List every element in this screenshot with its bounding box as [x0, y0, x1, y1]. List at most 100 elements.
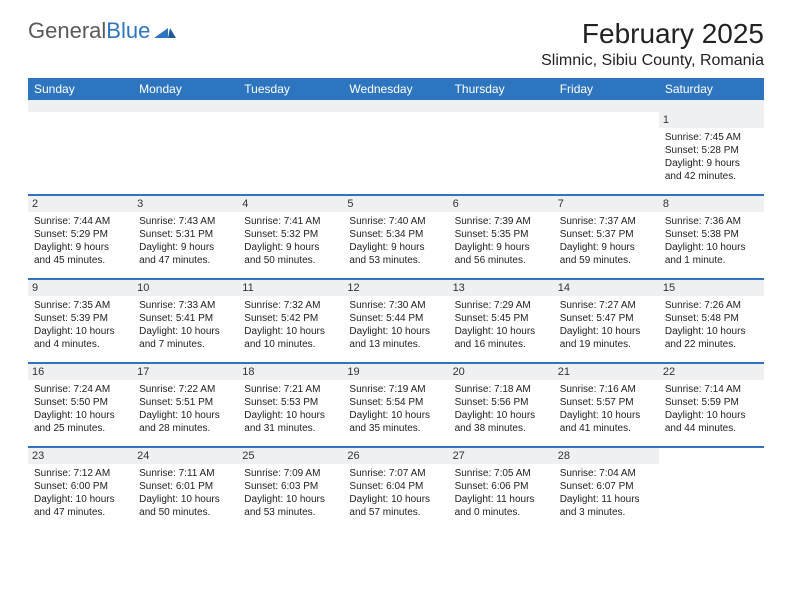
daylight-line: Daylight: 10 hours and 7 minutes.: [139, 325, 232, 351]
daylight-line: Daylight: 11 hours and 0 minutes.: [455, 493, 548, 519]
sunrise-line: Sunrise: 7:21 AM: [244, 383, 337, 396]
day-number: 26: [343, 448, 448, 464]
sunset-line: Sunset: 5:56 PM: [455, 396, 548, 409]
sunrise-line: Sunrise: 7:33 AM: [139, 299, 232, 312]
day-number: 3: [133, 196, 238, 212]
logo-icon: [154, 18, 176, 44]
sunrise-line: Sunrise: 7:30 AM: [349, 299, 442, 312]
weekday-header: Thursday: [449, 78, 554, 100]
day-cell: 13Sunrise: 7:29 AMSunset: 5:45 PMDayligh…: [449, 280, 554, 362]
day-cell: 1 Sunrise: 7:45 AMSunset: 5:28 PMDaylight…: [659, 112, 764, 194]
day-number: 17: [133, 364, 238, 380]
sunrise-line: Sunrise: 7:14 AM: [665, 383, 758, 396]
day-cell: 8Sunrise: 7:36 AMSunset: 5:38 PMDaylight…: [659, 196, 764, 278]
day-cell: 5Sunrise: 7:40 AMSunset: 5:34 PMDaylight…: [343, 196, 448, 278]
weekday-header: Saturday: [659, 78, 764, 100]
day-number: 6: [449, 196, 554, 212]
sunset-line: Sunset: 6:00 PM: [34, 480, 127, 493]
sunset-line: Sunset: 5:59 PM: [665, 396, 758, 409]
day-number: 28: [554, 448, 659, 464]
day-number: 16: [28, 364, 133, 380]
day-cell: 25Sunrise: 7:09 AMSunset: 6:03 PMDayligh…: [238, 448, 343, 530]
sunrise-line: Sunrise: 7:11 AM: [139, 467, 232, 480]
daylight-line: Daylight: 10 hours and 4 minutes.: [34, 325, 127, 351]
sunset-line: Sunset: 5:28 PM: [665, 144, 758, 157]
day-cell: 16Sunrise: 7:24 AMSunset: 5:50 PMDayligh…: [28, 364, 133, 446]
daylight-line: Daylight: 9 hours and 56 minutes.: [455, 241, 548, 267]
day-cell: 3Sunrise: 7:43 AMSunset: 5:31 PMDaylight…: [133, 196, 238, 278]
daylight-line: Daylight: 9 hours and 42 minutes.: [665, 157, 758, 183]
sunrise-line: Sunrise: 7:45 AM: [665, 131, 758, 144]
daylight-line: Daylight: 10 hours and 22 minutes.: [665, 325, 758, 351]
sunrise-line: Sunrise: 7:35 AM: [34, 299, 127, 312]
sunset-line: Sunset: 6:03 PM: [244, 480, 337, 493]
sunset-line: Sunset: 5:35 PM: [455, 228, 548, 241]
sunset-line: Sunset: 5:48 PM: [665, 312, 758, 325]
sunrise-line: Sunrise: 7:39 AM: [455, 215, 548, 228]
day-cell: 20 Sunrise: 7:18 AMSunset: 5:56 PMDayligh…: [449, 364, 554, 446]
day-cell: 11Sunrise: 7:32 AMSunset: 5:42 PMDayligh…: [238, 280, 343, 362]
day-number: 27: [449, 448, 554, 464]
day-cell: 26Sunrise: 7:07 AMSunset: 6:04 PMDayligh…: [343, 448, 448, 530]
sunset-line: Sunset: 6:01 PM: [139, 480, 232, 493]
sunrise-line: Sunrise: 7:37 AM: [560, 215, 653, 228]
day-cell: 24Sunrise: 7:11 AMSunset: 6:01 PMDayligh…: [133, 448, 238, 530]
sunset-line: Sunset: 5:57 PM: [560, 396, 653, 409]
day-cell: 15Sunrise: 7:26 AMSunset: 5:48 PMDayligh…: [659, 280, 764, 362]
day-number: 1: [659, 112, 764, 128]
day-cell-empty: [449, 112, 554, 194]
logo: GeneralBlue: [28, 18, 176, 44]
sunrise-line: Sunrise: 7:27 AM: [560, 299, 653, 312]
sunset-line: Sunset: 5:37 PM: [560, 228, 653, 241]
weekday-header: Sunday: [28, 78, 133, 100]
daylight-line: Daylight: 10 hours and 53 minutes.: [244, 493, 337, 519]
sunset-line: Sunset: 5:38 PM: [665, 228, 758, 241]
logo-text-part1: General: [28, 18, 106, 44]
week-row: 16Sunrise: 7:24 AMSunset: 5:50 PMDayligh…: [28, 362, 764, 446]
weekday-header: Monday: [133, 78, 238, 100]
sunrise-line: Sunrise: 7:36 AM: [665, 215, 758, 228]
sunset-line: Sunset: 5:41 PM: [139, 312, 232, 325]
sunrise-line: Sunrise: 7:12 AM: [34, 467, 127, 480]
daylight-line: Daylight: 10 hours and 10 minutes.: [244, 325, 337, 351]
sunset-line: Sunset: 6:04 PM: [349, 480, 442, 493]
day-number: 20: [449, 364, 554, 380]
day-cell: 23Sunrise: 7:12 AMSunset: 6:00 PMDayligh…: [28, 448, 133, 530]
sunrise-line: Sunrise: 7:05 AM: [455, 467, 548, 480]
sunrise-line: Sunrise: 7:43 AM: [139, 215, 232, 228]
weekday-header: Tuesday: [238, 78, 343, 100]
daylight-line: Daylight: 10 hours and 57 minutes.: [349, 493, 442, 519]
daylight-line: Daylight: 10 hours and 41 minutes.: [560, 409, 653, 435]
day-number: 9: [28, 280, 133, 296]
daylight-line: Daylight: 9 hours and 59 minutes.: [560, 241, 653, 267]
sunset-line: Sunset: 5:54 PM: [349, 396, 442, 409]
day-cell-empty: [659, 448, 764, 530]
daylight-line: Daylight: 10 hours and 1 minute.: [665, 241, 758, 267]
sunrise-line: Sunrise: 7:16 AM: [560, 383, 653, 396]
weekday-header-row: SundayMondayTuesdayWednesdayThursdayFrid…: [28, 78, 764, 100]
day-cell: 21Sunrise: 7:16 AMSunset: 5:57 PMDayligh…: [554, 364, 659, 446]
day-number: 22: [659, 364, 764, 380]
daylight-line: Daylight: 9 hours and 45 minutes.: [34, 241, 127, 267]
day-cell: 12Sunrise: 7:30 AMSunset: 5:44 PMDayligh…: [343, 280, 448, 362]
sunset-line: Sunset: 5:44 PM: [349, 312, 442, 325]
sunrise-line: Sunrise: 7:18 AM: [455, 383, 548, 396]
location: Slimnic, Sibiu County, Romania: [541, 52, 764, 70]
week-row: 2Sunrise: 7:44 AMSunset: 5:29 PMDaylight…: [28, 194, 764, 278]
day-number: 15: [659, 280, 764, 296]
sunrise-line: Sunrise: 7:09 AM: [244, 467, 337, 480]
week-row: 9Sunrise: 7:35 AMSunset: 5:39 PMDaylight…: [28, 278, 764, 362]
daylight-line: Daylight: 10 hours and 38 minutes.: [455, 409, 548, 435]
weekday-header: Friday: [554, 78, 659, 100]
sunset-line: Sunset: 5:53 PM: [244, 396, 337, 409]
weekday-header: Wednesday: [343, 78, 448, 100]
daylight-line: Daylight: 10 hours and 16 minutes.: [455, 325, 548, 351]
month-title: February 2025: [541, 18, 764, 50]
daylight-line: Daylight: 10 hours and 25 minutes.: [34, 409, 127, 435]
day-number: 14: [554, 280, 659, 296]
week-row: 23Sunrise: 7:12 AMSunset: 6:00 PMDayligh…: [28, 446, 764, 530]
day-cell: 10Sunrise: 7:33 AMSunset: 5:41 PMDayligh…: [133, 280, 238, 362]
daylight-line: Daylight: 10 hours and 47 minutes.: [34, 493, 127, 519]
week-row: 1 Sunrise: 7:45 AMSunset: 5:28 PMDaylight…: [28, 112, 764, 194]
day-number: 19: [343, 364, 448, 380]
